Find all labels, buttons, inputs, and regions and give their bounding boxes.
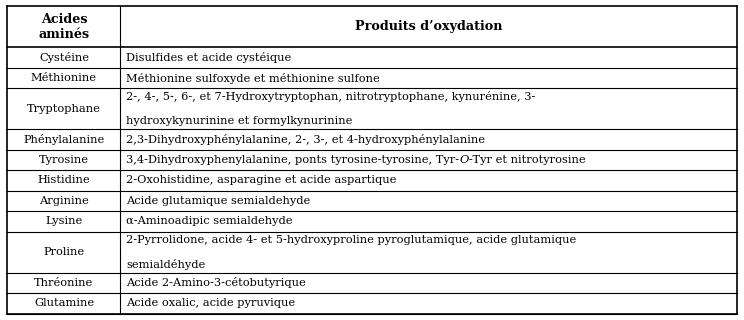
Text: -Tyr et nitrotyrosine: -Tyr et nitrotyrosine [469, 155, 586, 165]
Text: Phénylalanine: Phénylalanine [23, 134, 105, 145]
Text: Histidine: Histidine [38, 175, 90, 186]
Text: semialdéhyde: semialdéhyde [126, 259, 205, 270]
Text: 2-Oxohistidine, asparagine et acide aspartique: 2-Oxohistidine, asparagine et acide aspa… [126, 175, 397, 186]
Text: Proline: Proline [43, 247, 85, 257]
Text: Cystéine: Cystéine [39, 52, 89, 63]
Text: 2,3-Dihydroxyphénylalanine, 2-, 3-, et 4-hydroxyphénylalanine: 2,3-Dihydroxyphénylalanine, 2-, 3-, et 4… [126, 134, 485, 145]
Text: 2-, 4-, 5-, 6-, et 7-Hydroxytryptophan, nitrotryptophane, kynurénine, 3-: 2-, 4-, 5-, 6-, et 7-Hydroxytryptophan, … [126, 91, 536, 102]
Text: Acide glutamique semialdehyde: Acide glutamique semialdehyde [126, 196, 310, 206]
Text: Lysine: Lysine [45, 216, 83, 227]
Text: Thréonine: Thréonine [34, 278, 94, 288]
Text: Acide 2-Amino-3-cétobutyrique: Acide 2-Amino-3-cétobutyrique [126, 277, 306, 288]
Text: Tryptophane: Tryptophane [27, 104, 101, 114]
Text: Produits d’oxydation: Produits d’oxydation [355, 20, 502, 33]
Text: α-Aminoadipic semialdehyde: α-Aminoadipic semialdehyde [126, 216, 293, 227]
Text: 2-Pyrrolidone, acide 4- et 5-hydroxyproline pyroglutamique, acide glutamique: 2-Pyrrolidone, acide 4- et 5-hydroxyprol… [126, 235, 577, 245]
Text: Disulfides et acide cystéique: Disulfides et acide cystéique [126, 52, 292, 63]
Text: Arginine: Arginine [39, 196, 89, 206]
Text: Acides
aminés: Acides aminés [39, 13, 89, 41]
Text: O: O [459, 155, 469, 165]
Text: Glutamine: Glutamine [34, 298, 94, 308]
Text: Acide oxalic, acide pyruvique: Acide oxalic, acide pyruvique [126, 298, 295, 308]
Text: Méthionine sulfoxyde et méthionine sulfone: Méthionine sulfoxyde et méthionine sulfo… [126, 73, 380, 84]
Text: hydroxykynurinine et formylkynurinine: hydroxykynurinine et formylkynurinine [126, 116, 353, 126]
Text: Méthionine: Méthionine [31, 73, 97, 83]
Text: Tyrosine: Tyrosine [39, 155, 89, 165]
Text: 3,4-Dihydroxyphenylalanine, ponts tyrosine-tyrosine, Tyr-: 3,4-Dihydroxyphenylalanine, ponts tyrosi… [126, 155, 459, 165]
